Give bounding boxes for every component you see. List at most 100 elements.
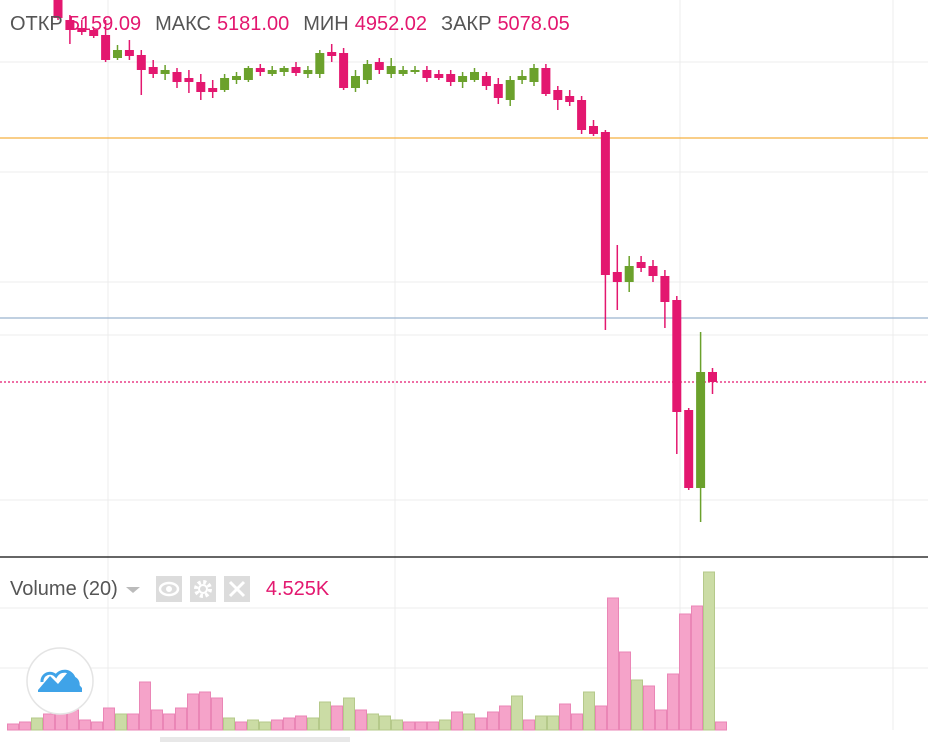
ohlc-legend: ОТКР 5159.09 МАКС 5181.00 МИН 4952.02 ЗАКР 5078… xyxy=(10,13,570,36)
volume-bar xyxy=(547,715,559,731)
candle-body xyxy=(160,70,170,74)
volume-bar xyxy=(175,707,187,731)
candle-body xyxy=(481,76,491,86)
candle-body xyxy=(113,50,122,58)
candle-body xyxy=(53,0,63,18)
volume-bar xyxy=(487,711,499,731)
volume-bar xyxy=(715,721,727,731)
candle-body xyxy=(470,72,479,80)
candle-body xyxy=(374,62,384,70)
volume-bar xyxy=(679,613,691,731)
candle-body xyxy=(124,50,134,56)
candle-body xyxy=(434,74,444,78)
candle-body xyxy=(101,35,111,60)
volume-bar xyxy=(187,693,199,731)
volume-value: 4.525K xyxy=(265,577,330,600)
candle-body xyxy=(529,68,539,82)
candle-body xyxy=(351,76,360,88)
candle-body xyxy=(565,96,575,102)
candle-body xyxy=(493,84,503,98)
volume-bar xyxy=(475,717,487,731)
volume-bar xyxy=(259,721,271,731)
candle-body xyxy=(577,100,587,130)
volume-bar xyxy=(43,713,55,731)
volume-bar xyxy=(535,715,547,731)
legend-label: МИН xyxy=(303,13,349,35)
candle-body xyxy=(458,76,468,82)
volume-bar xyxy=(271,719,283,731)
candle-body xyxy=(612,272,622,282)
volume-bar xyxy=(355,709,367,731)
legend-value: 5078.05 xyxy=(497,13,570,35)
volume-bar xyxy=(139,681,151,731)
volume-bar xyxy=(235,721,247,731)
candle-body xyxy=(553,90,563,100)
candle-body xyxy=(589,126,598,134)
candle-body xyxy=(65,20,75,30)
volume-bar xyxy=(583,691,595,731)
candle-body xyxy=(541,68,551,94)
volume-bar xyxy=(223,717,235,731)
candle-body xyxy=(696,372,706,488)
volume-bar xyxy=(91,721,103,731)
candle-body xyxy=(386,66,396,74)
candle-body xyxy=(136,55,146,70)
candle-body xyxy=(446,74,456,82)
legend-item: МАКС 5181.00 xyxy=(155,13,289,36)
scrollbar[interactable] xyxy=(160,737,350,742)
volume-bar xyxy=(7,723,19,731)
remove-icon[interactable] xyxy=(223,576,250,602)
volume-bar xyxy=(199,691,211,731)
candle-body xyxy=(315,53,325,74)
volume-bar xyxy=(415,721,427,731)
volume-bar xyxy=(403,721,415,731)
candle-body xyxy=(708,372,717,382)
volume-bar xyxy=(19,721,31,731)
settings-icon[interactable] xyxy=(189,576,216,602)
candle-body xyxy=(148,67,158,74)
candle-body xyxy=(279,68,289,72)
volume-title: Volume (20) xyxy=(10,577,118,600)
volume-bar xyxy=(523,719,535,731)
volume-bar xyxy=(631,679,643,731)
legend-label: ЗАКР xyxy=(441,13,492,35)
candle-body xyxy=(327,52,337,56)
volume-header: Volume (20) 4.525K xyxy=(10,576,329,602)
volume-bar xyxy=(619,651,631,731)
legend-item: ЗАКР 5078.05 xyxy=(441,13,570,36)
candle-body xyxy=(660,276,670,302)
volume-bar xyxy=(703,571,715,731)
candle-body xyxy=(255,68,265,72)
legend-value: 5181.00 xyxy=(216,13,290,35)
volume-bar xyxy=(367,713,379,731)
volume-bar xyxy=(211,697,223,731)
candle-body xyxy=(648,266,658,276)
legend-item: МИН 4952.02 xyxy=(303,13,427,36)
legend-item: ОТКР 5159.09 xyxy=(10,13,141,36)
volume-bar xyxy=(127,713,139,731)
logo-button[interactable] xyxy=(26,647,94,715)
candle-body xyxy=(362,64,372,80)
candle-body xyxy=(422,70,432,78)
volume-bar xyxy=(295,715,307,731)
legend-label: МАКС xyxy=(155,13,211,35)
candle-body xyxy=(77,28,87,32)
volume-bar xyxy=(439,719,451,731)
volume-bar xyxy=(79,719,91,731)
volume-bar xyxy=(427,721,439,731)
volume-bar xyxy=(499,705,511,731)
candle-body xyxy=(684,410,694,488)
candle-body xyxy=(398,70,408,74)
volume-bar xyxy=(511,695,523,731)
dropdown-caret[interactable] xyxy=(118,579,148,599)
volume-bar xyxy=(607,597,619,731)
visibility-icon[interactable] xyxy=(155,576,182,602)
candle-body xyxy=(172,72,182,82)
candle-body xyxy=(89,30,99,36)
volume-bar xyxy=(379,715,391,731)
candle-body xyxy=(505,80,515,100)
candle-body xyxy=(208,88,218,92)
volume-bar xyxy=(391,719,403,731)
volume-bar xyxy=(451,711,463,731)
